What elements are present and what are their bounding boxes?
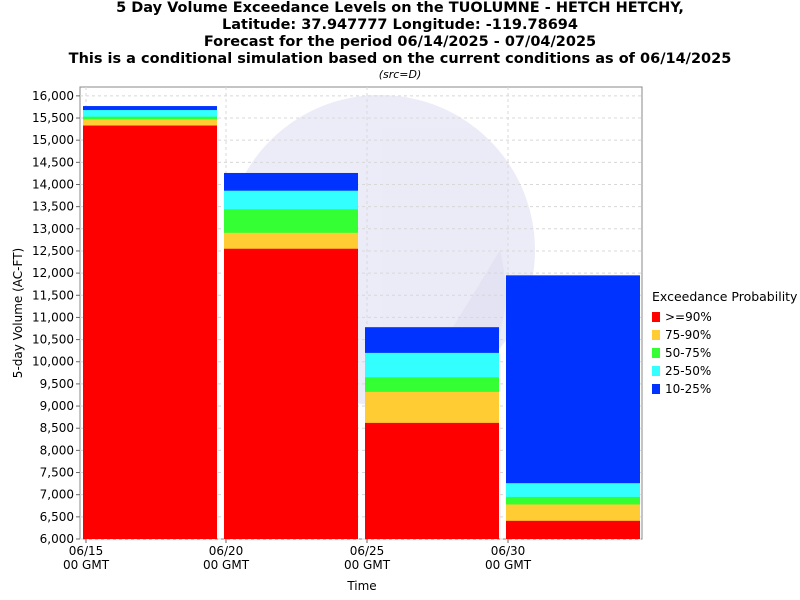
legend-title: Exceedance Probability xyxy=(652,289,798,304)
chart-subtitle-conditions: This is a conditional simulation based o… xyxy=(68,51,732,67)
x-tick-label-time: 00 GMT xyxy=(344,558,391,572)
y-tick-label: 14,000 xyxy=(32,177,74,191)
legend: Exceedance Probability >=90% 75-90% 50-75%… xyxy=(652,289,797,398)
y-tick-label: 12,000 xyxy=(32,266,74,280)
x-tick-label-date: 06/30 xyxy=(491,544,526,558)
y-tick-label: 11,000 xyxy=(32,310,74,324)
legend-label: >=90% xyxy=(665,310,712,324)
chart-subtitle-location: Latitude: 37.947777 Longitude: -119.7869… xyxy=(222,17,578,33)
legend-item: 50-75% xyxy=(652,344,797,362)
legend-item: 75-90% xyxy=(652,326,797,344)
x-tick-label-date: 06/20 xyxy=(209,544,244,558)
y-tick-label: 7,000 xyxy=(40,488,74,502)
y-tick-label: 8,000 xyxy=(40,443,74,457)
x-tick-label-time: 00 GMT xyxy=(203,558,250,572)
y-tick-label: 10,000 xyxy=(32,355,74,369)
legend-swatch xyxy=(652,330,660,340)
y-tick-label: 13,500 xyxy=(32,200,74,214)
y-tick-label: 12,500 xyxy=(32,244,74,258)
y-tick-label: 15,500 xyxy=(32,111,74,125)
y-tick-label: 14,500 xyxy=(32,155,74,169)
y-tick-label: 9,000 xyxy=(40,399,74,413)
legend-label: 10-25% xyxy=(665,382,712,396)
y-tick-label: 9,500 xyxy=(40,377,74,391)
y-axis: 6,000 6,500 7,000 7,500 8,000 8,500 9,000 9,500… xyxy=(32,89,80,546)
legend-swatch xyxy=(652,348,660,358)
bar-segment-90-4 xyxy=(506,520,640,539)
y-tick-label: 11,500 xyxy=(32,288,74,302)
x-axis-label: Time xyxy=(346,579,376,593)
legend-items: >=90% 75-90% 50-75% 25-50% 10-25% xyxy=(652,308,797,398)
chart-source-note: (src=D) xyxy=(378,68,422,81)
legend-label: 25-50% xyxy=(665,364,712,378)
y-tick-label: 6,500 xyxy=(40,510,74,524)
chart-title: 5 Day Volume Exceedance Levels on the TU… xyxy=(116,0,684,16)
legend-item: >=90% xyxy=(652,308,797,326)
y-axis-label: 5-day Volume (AC-FT) xyxy=(11,248,25,378)
legend-label: 75-90% xyxy=(665,328,712,342)
y-tick-label: 10,500 xyxy=(32,333,74,347)
bar-segment-90-2 xyxy=(224,248,358,539)
y-tick-label: 8,500 xyxy=(40,421,74,435)
bar-segment-90-3 xyxy=(365,422,499,539)
legend-item: 10-25% xyxy=(652,380,797,398)
chart-titles: 5 Day Volume Exceedance Levels on the TU… xyxy=(0,0,800,82)
legend-swatch xyxy=(652,384,660,394)
y-tick-label: 7,500 xyxy=(40,466,74,480)
legend-swatch xyxy=(652,312,660,322)
y-tick-label: 13,000 xyxy=(32,222,74,236)
chart-subtitle-period: Forecast for the period 06/14/2025 - 07/… xyxy=(203,34,597,50)
bar-segment-90-1 xyxy=(83,125,217,539)
legend-swatch xyxy=(652,366,660,376)
x-tick-label-time: 00 GMT xyxy=(485,558,532,572)
legend-item: 25-50% xyxy=(652,362,797,380)
x-tick-label-date: 06/25 xyxy=(350,544,385,558)
x-tick-label-time: 00 GMT xyxy=(63,558,110,572)
x-tick-label-date: 06/15 xyxy=(69,544,104,558)
stacked-bars xyxy=(83,106,640,540)
y-tick-label: 16,000 xyxy=(32,89,74,103)
y-tick-label: 6,000 xyxy=(40,532,74,546)
y-tick-label: 15,000 xyxy=(32,133,74,147)
legend-label: 50-75% xyxy=(665,346,712,360)
